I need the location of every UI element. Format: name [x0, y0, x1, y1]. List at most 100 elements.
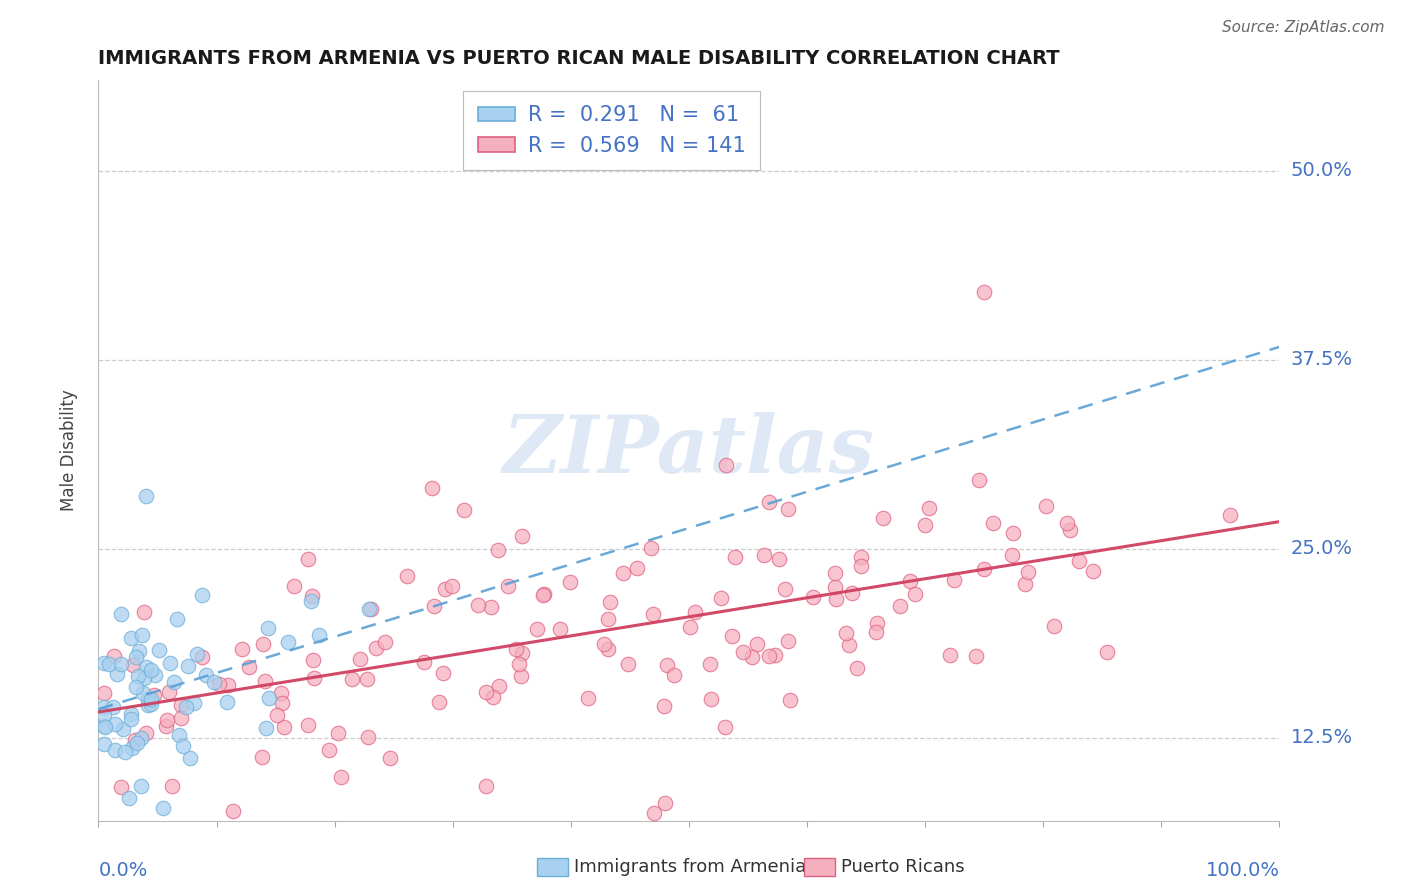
Point — [93, 686, 115, 700]
Point — [183, 697, 205, 711]
Point — [596, 642, 619, 657]
Point — [825, 592, 848, 607]
Point — [758, 495, 780, 509]
Point — [231, 641, 253, 656]
Point — [163, 674, 186, 689]
Point — [983, 516, 1005, 530]
Point — [179, 751, 201, 765]
Point — [266, 708, 288, 723]
Point — [155, 719, 177, 733]
Point — [120, 712, 142, 726]
Point — [94, 720, 117, 734]
Point — [360, 601, 382, 615]
Point — [136, 691, 159, 706]
Point — [93, 737, 115, 751]
Point — [114, 745, 136, 759]
Point — [105, 667, 128, 681]
Point — [110, 607, 132, 622]
Text: 25.0%: 25.0% — [1291, 539, 1353, 558]
Text: Source: ZipAtlas.com: Source: ZipAtlas.com — [1222, 20, 1385, 35]
Point — [136, 698, 159, 712]
Point — [273, 720, 295, 734]
Text: 37.5%: 37.5% — [1291, 351, 1353, 369]
Point — [1095, 645, 1118, 659]
Point — [186, 647, 208, 661]
Point — [357, 602, 380, 616]
Point — [318, 743, 340, 757]
Point — [128, 644, 150, 658]
Point — [440, 579, 463, 593]
Point — [835, 625, 858, 640]
Point — [479, 600, 502, 615]
Point — [596, 612, 619, 626]
Point — [918, 501, 941, 516]
Point — [1035, 499, 1057, 513]
Point — [159, 656, 181, 670]
Point — [93, 719, 115, 733]
Point — [433, 582, 456, 597]
Point — [139, 663, 162, 677]
Point — [616, 657, 638, 671]
Point — [488, 679, 510, 693]
Point — [505, 641, 527, 656]
Point — [374, 635, 396, 649]
Point — [135, 659, 157, 673]
Point — [768, 552, 790, 566]
Point — [217, 678, 239, 692]
Point — [412, 655, 434, 669]
Point — [652, 699, 675, 714]
Point — [139, 691, 162, 706]
Point — [156, 713, 179, 727]
Point — [238, 660, 260, 674]
Point — [558, 575, 581, 590]
Text: Immigrants from Armenia: Immigrants from Armenia — [574, 858, 806, 876]
Point — [120, 632, 142, 646]
Point — [222, 804, 245, 818]
Point — [474, 779, 496, 793]
Point — [943, 574, 966, 588]
Point — [731, 645, 754, 659]
Point — [254, 722, 277, 736]
Point — [172, 739, 194, 753]
Point — [270, 685, 292, 699]
Point — [496, 579, 519, 593]
Point — [160, 779, 183, 793]
Point — [277, 635, 299, 649]
Point — [148, 643, 170, 657]
Point — [716, 458, 738, 472]
Point — [103, 648, 125, 663]
Point — [779, 693, 801, 707]
Point — [509, 669, 531, 683]
Point — [758, 648, 780, 663]
Point — [533, 587, 555, 601]
Point — [157, 685, 180, 699]
Point — [1043, 618, 1066, 632]
Point — [124, 732, 146, 747]
Point — [914, 518, 936, 533]
Point — [378, 751, 401, 765]
Point — [191, 650, 214, 665]
Point — [723, 550, 745, 565]
Text: IMMIGRANTS FROM ARMENIA VS PUERTO RICAN MALE DISABILITY CORRELATION CHART: IMMIGRANTS FROM ARMENIA VS PUERTO RICAN … — [98, 48, 1060, 68]
Point — [889, 599, 911, 614]
Point — [208, 677, 231, 691]
Point — [453, 503, 475, 517]
Point — [752, 549, 775, 563]
Point — [654, 796, 676, 810]
Point — [270, 696, 292, 710]
Point — [125, 680, 148, 694]
Point — [395, 569, 418, 583]
Point — [508, 657, 530, 671]
Point — [131, 628, 153, 642]
Point — [329, 770, 352, 784]
Point — [169, 698, 191, 712]
Point — [801, 590, 824, 604]
Point — [169, 711, 191, 725]
Point — [422, 599, 444, 613]
Point — [132, 686, 155, 700]
Point — [967, 473, 990, 487]
Point — [482, 690, 505, 705]
Point — [252, 637, 274, 651]
Point — [904, 586, 927, 600]
Point — [763, 648, 786, 662]
